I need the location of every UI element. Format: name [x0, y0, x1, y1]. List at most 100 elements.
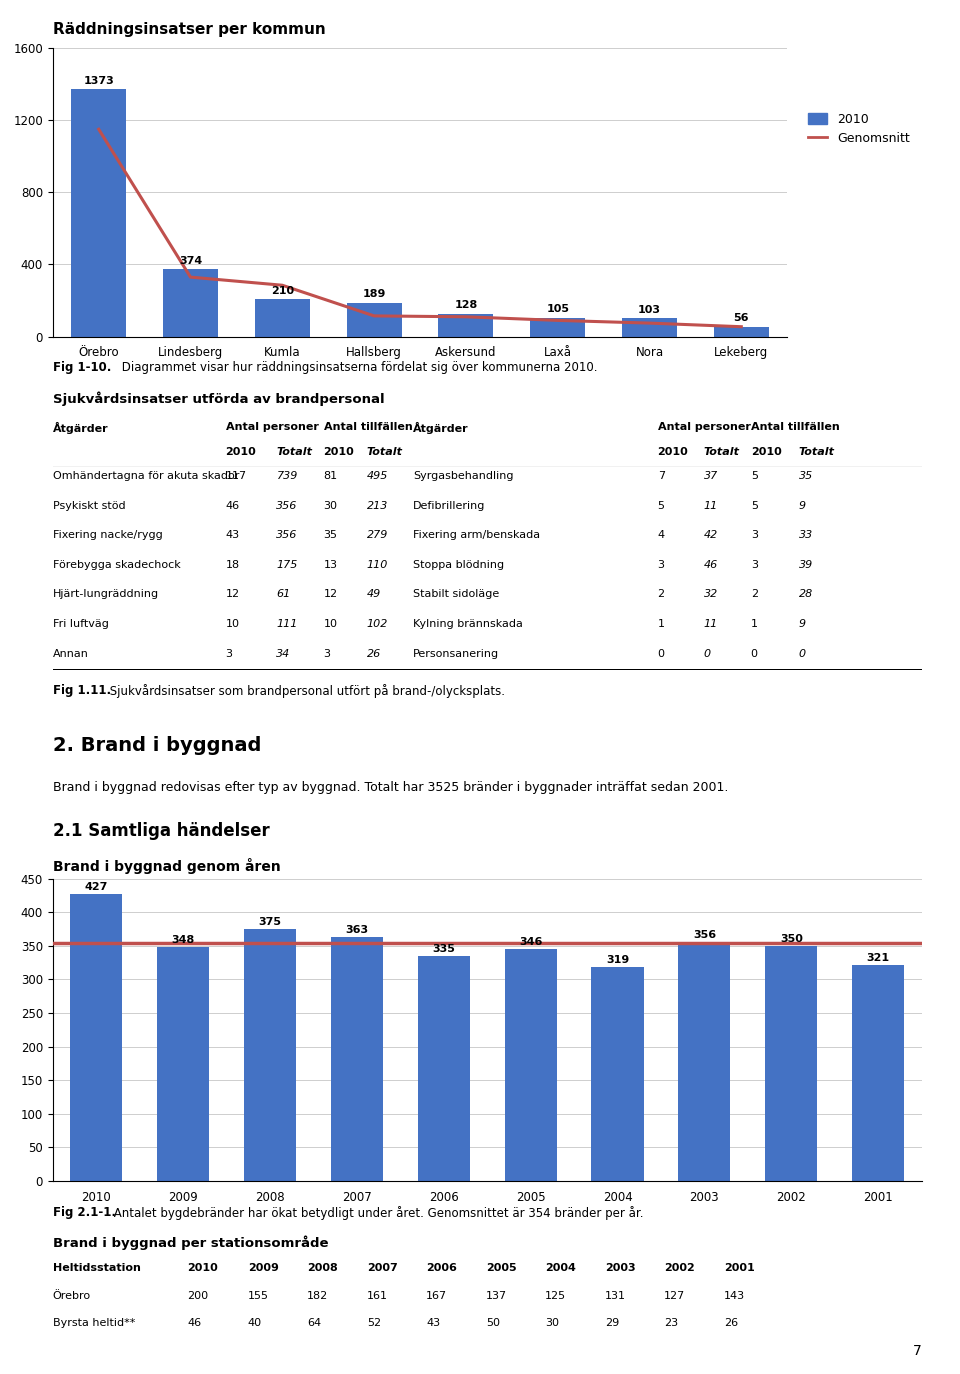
Text: 52: 52 [367, 1319, 381, 1329]
Text: Omhändertagna för akuta skador: Omhändertagna för akuta skador [53, 471, 239, 481]
Text: Räddningsinsatser per kommun: Räddningsinsatser per kommun [53, 22, 325, 37]
Text: 161: 161 [367, 1292, 388, 1301]
Text: 427: 427 [84, 882, 108, 892]
Text: Psykiskt stöd: Psykiskt stöd [53, 502, 126, 511]
Text: 374: 374 [179, 256, 203, 267]
Bar [591, 967, 643, 1182]
Text: 739: 739 [276, 471, 298, 481]
Text: 200: 200 [187, 1292, 208, 1301]
Text: 356: 356 [276, 530, 298, 540]
Bar [70, 894, 122, 1182]
Text: 3: 3 [226, 649, 232, 658]
Text: Heltidsstation: Heltidsstation [53, 1264, 141, 1274]
Text: 23: 23 [664, 1319, 679, 1329]
Text: 4: 4 [658, 530, 664, 540]
Text: 0: 0 [799, 649, 805, 658]
Text: 375: 375 [258, 916, 281, 927]
Text: 213: 213 [367, 502, 388, 511]
Text: 103: 103 [638, 305, 661, 315]
Text: 1373: 1373 [84, 76, 114, 85]
Text: 2007: 2007 [367, 1264, 397, 1274]
Text: 56: 56 [733, 313, 749, 323]
Text: Personsanering: Personsanering [413, 649, 499, 658]
Text: 335: 335 [432, 944, 455, 954]
Text: 11: 11 [704, 620, 718, 629]
Text: 5: 5 [658, 502, 664, 511]
Text: 35: 35 [324, 530, 338, 540]
Text: Totalt: Totalt [367, 447, 403, 456]
Text: Brand i byggnad redovisas efter typ av byggnad. Totalt har 3525 bränder i byggna: Brand i byggnad redovisas efter typ av b… [53, 780, 729, 794]
Text: 2006: 2006 [426, 1264, 457, 1274]
Text: Byrsta heltid**: Byrsta heltid** [53, 1319, 135, 1329]
Text: 10: 10 [324, 620, 338, 629]
Text: 30: 30 [324, 502, 338, 511]
Bar [418, 956, 469, 1182]
Text: 363: 363 [346, 925, 369, 936]
Text: Fixering nacke/rygg: Fixering nacke/rygg [53, 530, 162, 540]
Text: 1: 1 [658, 620, 664, 629]
Text: 2010: 2010 [751, 447, 781, 456]
Text: 43: 43 [226, 530, 240, 540]
Text: 127: 127 [664, 1292, 685, 1301]
Text: 46: 46 [187, 1319, 202, 1329]
Bar [622, 317, 677, 337]
Text: 2008: 2008 [307, 1264, 338, 1274]
Text: 2010: 2010 [658, 447, 688, 456]
Text: Totalt: Totalt [704, 447, 739, 456]
Text: 2001: 2001 [724, 1264, 755, 1274]
Text: 2003: 2003 [605, 1264, 636, 1274]
Text: 175: 175 [276, 561, 298, 570]
Text: 346: 346 [519, 937, 542, 947]
Text: 28: 28 [799, 589, 813, 599]
Text: Åtgärder: Åtgärder [53, 422, 108, 434]
Text: 5: 5 [751, 502, 757, 511]
Text: 2009: 2009 [248, 1264, 278, 1274]
Text: 3: 3 [324, 649, 330, 658]
Text: 30: 30 [545, 1319, 560, 1329]
Text: Brand i byggnad genom åren: Brand i byggnad genom åren [53, 857, 280, 874]
Text: Fig 2.1-1.: Fig 2.1-1. [53, 1206, 116, 1219]
Text: Fig 1.11.: Fig 1.11. [53, 684, 111, 697]
Text: Hjärt-lungräddning: Hjärt-lungräddning [53, 589, 159, 599]
Bar [157, 947, 209, 1182]
Text: 46: 46 [226, 502, 240, 511]
Text: 18: 18 [226, 561, 240, 570]
Text: 35: 35 [799, 471, 813, 481]
Text: 9: 9 [799, 502, 805, 511]
Text: 189: 189 [363, 290, 386, 300]
Text: 61: 61 [276, 589, 291, 599]
Text: Defibrillering: Defibrillering [413, 502, 485, 511]
Text: 2.1 Samtliga händelser: 2.1 Samtliga händelser [53, 822, 270, 841]
Bar [679, 941, 731, 1182]
Text: 3: 3 [751, 530, 757, 540]
Text: 117: 117 [226, 471, 247, 481]
Bar [71, 89, 127, 337]
Text: 495: 495 [367, 471, 388, 481]
Text: 0: 0 [658, 649, 664, 658]
Text: Förebygga skadechock: Förebygga skadechock [53, 561, 180, 570]
Text: 9: 9 [799, 620, 805, 629]
Bar [530, 317, 586, 337]
Text: Diagrammet visar hur räddningsinsatserna fördelat sig över kommunerna 2010.: Diagrammet visar hur räddningsinsatserna… [118, 361, 597, 374]
Text: Brand i byggnad per stationsområde: Brand i byggnad per stationsområde [53, 1237, 328, 1250]
Text: 64: 64 [307, 1319, 322, 1329]
Text: 3: 3 [751, 561, 757, 570]
Text: Annan: Annan [53, 649, 88, 658]
Text: 102: 102 [367, 620, 388, 629]
Text: Syrgasbehandling: Syrgasbehandling [413, 471, 514, 481]
Text: 167: 167 [426, 1292, 447, 1301]
Bar [439, 313, 493, 337]
Text: 321: 321 [867, 954, 890, 963]
Bar [244, 929, 296, 1182]
Text: 43: 43 [426, 1319, 441, 1329]
Text: Totalt: Totalt [276, 447, 312, 456]
Text: 356: 356 [276, 502, 298, 511]
Text: 155: 155 [248, 1292, 269, 1301]
Text: 2004: 2004 [545, 1264, 576, 1274]
Text: Antal personer: Antal personer [658, 422, 751, 431]
Bar [765, 945, 817, 1182]
Text: Antal personer: Antal personer [226, 422, 319, 431]
Text: 356: 356 [693, 930, 716, 940]
Text: 0: 0 [704, 649, 710, 658]
Text: 128: 128 [454, 301, 477, 311]
